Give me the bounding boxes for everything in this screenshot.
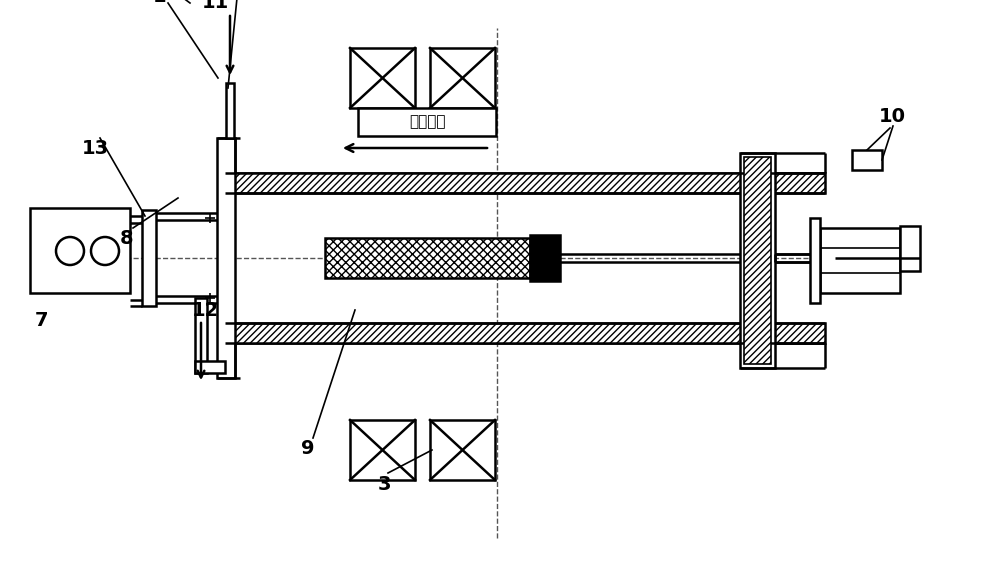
Text: 3: 3 — [377, 474, 391, 494]
Bar — [900, 226, 920, 271]
Bar — [810, 218, 820, 303]
Text: 7: 7 — [35, 311, 49, 329]
Bar — [430, 420, 495, 480]
Bar — [744, 157, 771, 364]
Bar — [852, 150, 882, 170]
Bar — [225, 173, 825, 193]
Text: 13: 13 — [81, 139, 109, 157]
Bar — [350, 48, 415, 108]
Bar — [430, 48, 495, 108]
Bar — [30, 208, 130, 293]
Text: 10: 10 — [879, 107, 906, 126]
Bar — [142, 210, 156, 306]
Text: 8: 8 — [120, 228, 134, 248]
Text: 1: 1 — [153, 0, 167, 6]
Text: 磁场方向: 磁场方向 — [409, 115, 445, 130]
Bar — [225, 323, 825, 343]
Bar — [325, 238, 530, 278]
Bar — [740, 153, 775, 368]
Bar — [195, 298, 207, 373]
Text: 9: 9 — [301, 438, 315, 457]
Text: 11: 11 — [201, 0, 229, 12]
Text: 12: 12 — [191, 300, 219, 319]
Bar — [226, 83, 234, 138]
Bar — [820, 228, 900, 293]
Bar — [530, 235, 560, 281]
Bar — [195, 361, 225, 373]
Bar — [217, 138, 235, 378]
Bar — [358, 108, 496, 136]
Bar — [350, 420, 415, 480]
